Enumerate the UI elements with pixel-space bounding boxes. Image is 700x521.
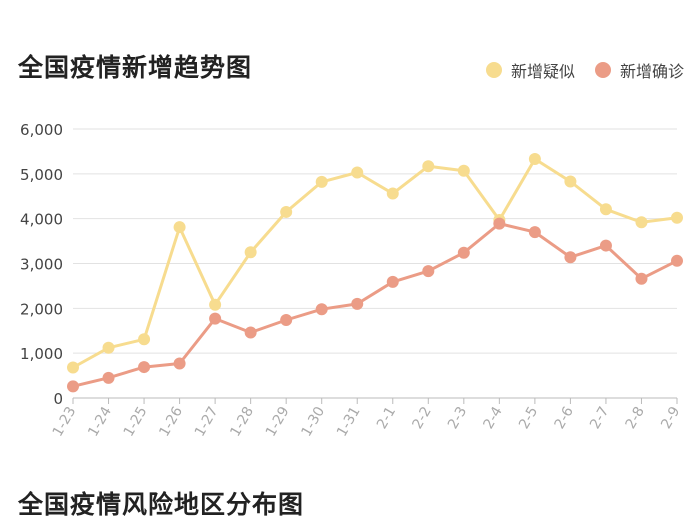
x-tick-label: 2-6 [552, 404, 577, 432]
series-line-1 [72, 222, 678, 388]
data-point-series-1 [315, 303, 328, 316]
y-tick-label: 5,000 [20, 166, 63, 184]
data-point-series-1 [457, 246, 470, 259]
x-tick-label: 1-28 [227, 404, 257, 440]
x-tick-label: 1-26 [156, 404, 186, 440]
y-tick-label: 3,000 [20, 256, 63, 274]
data-point-series-0 [528, 153, 541, 166]
data-point-series-1 [671, 254, 683, 267]
chart-title: 全国疫情新增趋势图 [18, 53, 253, 82]
data-point-series-1 [209, 312, 222, 325]
data-point-series-1 [422, 265, 435, 278]
data-point-series-0 [138, 333, 151, 346]
series-line-0 [72, 157, 678, 369]
x-tick-label: 1-31 [334, 404, 364, 440]
data-point-series-1 [635, 272, 648, 285]
data-point-series-0 [635, 216, 648, 229]
y-tick-label: 0 [53, 390, 63, 408]
data-point-series-1 [67, 380, 79, 393]
data-point-series-1 [599, 239, 612, 252]
x-tick-label: 2-7 [587, 404, 612, 432]
x-tick-label: 2-3 [445, 404, 470, 432]
data-point-series-0 [102, 341, 115, 354]
x-tick-label: 1-23 [50, 404, 80, 440]
chart-legend: 新增疑似 新增确诊 [466, 58, 684, 82]
data-point-series-0 [280, 205, 293, 218]
data-point-series-0 [351, 166, 364, 179]
data-point-series-0 [67, 361, 79, 374]
data-point-series-1 [351, 297, 364, 310]
x-tick-label: 1-30 [298, 404, 328, 440]
x-tick-label: 2-1 [374, 404, 399, 432]
data-point-series-0 [173, 221, 186, 234]
legend-label-suspected: 新增疑似 [510, 62, 575, 81]
data-point-series-1 [564, 251, 577, 264]
x-tick-label: 2-8 [623, 404, 648, 432]
legend-item-suspected[interactable]: 新增疑似 [485, 58, 575, 82]
data-point-series-1 [138, 361, 151, 374]
legend-label-confirmed: 新增确诊 [619, 62, 684, 81]
data-point-series-1 [528, 226, 541, 239]
data-point-series-1 [386, 275, 399, 288]
data-point-series-0 [671, 211, 683, 224]
data-point-series-0 [599, 203, 612, 216]
data-point-series-0 [209, 298, 222, 311]
data-point-series-0 [457, 164, 470, 177]
x-tick-label: 2-2 [409, 404, 434, 432]
next-section-title: 全国疫情风险地区分布图 [18, 490, 305, 519]
data-point-series-1 [493, 217, 506, 230]
x-tick-label: 1-25 [121, 404, 151, 440]
x-tick-label: 1-29 [263, 404, 293, 440]
x-tick-label: 2-5 [516, 404, 541, 432]
y-tick-label: 2,000 [20, 300, 63, 318]
legend-dot-confirmed [594, 62, 611, 78]
data-point-series-0 [422, 160, 435, 173]
data-point-series-0 [244, 246, 257, 259]
data-point-series-0 [315, 175, 328, 188]
y-tick-label: 1,000 [20, 345, 63, 363]
x-tick-label: 1-24 [85, 404, 115, 440]
data-point-series-0 [386, 187, 399, 200]
data-point-series-1 [280, 313, 293, 326]
legend-item-confirmed[interactable]: 新增确诊 [594, 58, 684, 82]
x-tick-label: 2-9 [658, 404, 683, 432]
y-tick-label: 4,000 [20, 211, 63, 229]
data-point-series-1 [102, 371, 115, 384]
data-point-series-1 [173, 357, 186, 370]
legend-dot-suspected [485, 62, 502, 78]
y-tick-label: 6,000 [20, 121, 63, 139]
x-tick-label: 2-4 [481, 404, 506, 432]
data-point-series-0 [564, 175, 577, 188]
x-tick-label: 1-27 [192, 404, 222, 440]
data-point-series-1 [244, 326, 257, 339]
